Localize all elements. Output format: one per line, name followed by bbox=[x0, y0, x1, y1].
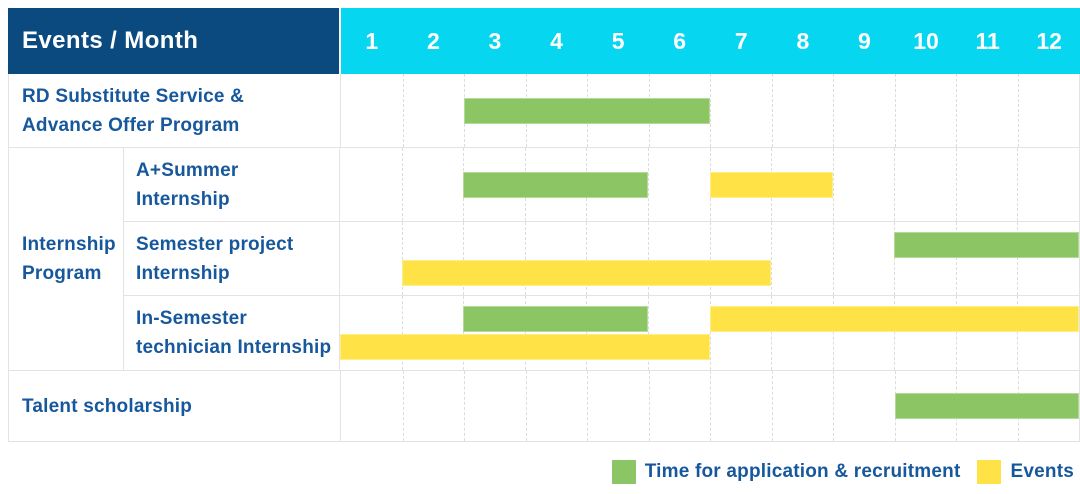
column-gridline bbox=[401, 296, 403, 370]
column-gridline bbox=[956, 74, 957, 147]
application-bar bbox=[894, 232, 1079, 258]
month-header-cell: 5 bbox=[611, 27, 625, 54]
column-gridline bbox=[710, 371, 711, 441]
column-gridline bbox=[647, 148, 649, 221]
header-divider bbox=[339, 8, 341, 74]
column-gridline bbox=[894, 222, 896, 295]
column-gridline bbox=[587, 371, 588, 441]
column-gridline bbox=[524, 296, 526, 370]
column-gridline bbox=[648, 371, 650, 441]
column-gridline bbox=[524, 222, 526, 295]
column-gridline bbox=[402, 371, 404, 441]
table-header-row: Events / Month 1 2 3 4 5 6 7 8 9 10 11 12 bbox=[8, 8, 1080, 74]
month-header-cell: 7 bbox=[734, 27, 748, 54]
column-gridline bbox=[894, 74, 896, 147]
table-body: RD Substitute Service & Advance Offer Pr… bbox=[8, 74, 1080, 442]
column-gridline bbox=[771, 222, 773, 295]
row-label-a-plus-summer: A+Summer Internship bbox=[124, 148, 340, 221]
table-row: Semester project Internship bbox=[124, 222, 1079, 296]
column-gridline bbox=[709, 296, 711, 370]
month-header-cell: 10 bbox=[913, 27, 939, 54]
column-gridline bbox=[832, 222, 834, 295]
month-header-cell: 6 bbox=[673, 27, 687, 54]
application-bar bbox=[894, 393, 1079, 419]
column-gridline bbox=[955, 148, 957, 221]
group-label-internship-program: Internship Program bbox=[9, 148, 124, 370]
chart-row-rd-substitute bbox=[341, 74, 1079, 147]
column-gridline bbox=[647, 296, 649, 370]
internship-program-group: Internship Program A+Summer Internship S… bbox=[9, 148, 1079, 371]
column-gridline bbox=[401, 222, 403, 295]
event-bar bbox=[709, 171, 833, 198]
column-gridline bbox=[525, 371, 527, 441]
month-header-cell: 12 bbox=[1036, 27, 1062, 54]
legend: Time for application & recruitment Event… bbox=[611, 460, 1074, 484]
month-header-cell: 9 bbox=[858, 27, 871, 54]
column-gridline bbox=[1017, 148, 1019, 221]
column-gridline bbox=[1017, 222, 1019, 295]
row-label-talent-scholarship: Talent scholarship bbox=[9, 371, 341, 441]
column-gridline bbox=[401, 148, 403, 221]
column-gridline bbox=[955, 222, 957, 295]
column-gridline bbox=[832, 148, 834, 221]
table-row: A+Summer Internship bbox=[124, 148, 1079, 222]
column-gridline bbox=[894, 148, 896, 221]
legend-item-event: Events bbox=[977, 460, 1074, 484]
table-row: Talent scholarship bbox=[9, 371, 1079, 441]
column-gridline bbox=[771, 74, 773, 147]
legend-label-event: Events bbox=[1010, 461, 1074, 482]
row-label-in-semester-technician: In-Semester technician Internship bbox=[124, 296, 340, 370]
month-header-row: 1 2 3 4 5 6 7 8 9 10 11 12 bbox=[341, 8, 1080, 74]
column-gridline bbox=[463, 296, 465, 370]
application-bar bbox=[463, 171, 648, 198]
column-gridline bbox=[710, 74, 711, 147]
legend-item-application: Time for application & recruitment bbox=[611, 460, 961, 484]
event-color-swatch bbox=[977, 460, 1002, 484]
chart-row-talent-scholarship bbox=[341, 371, 1079, 441]
column-gridline bbox=[771, 371, 773, 441]
chart-row-semester-project bbox=[340, 222, 1079, 295]
group-sub-rows: A+Summer Internship Semester project Int… bbox=[124, 148, 1079, 370]
column-gridline bbox=[833, 371, 834, 441]
chart-row-a-plus-summer bbox=[340, 148, 1079, 221]
month-header-cell: 1 bbox=[365, 27, 379, 54]
application-bar bbox=[464, 97, 710, 124]
gantt-table: Events / Month 1 2 3 4 5 6 7 8 9 10 11 12 RD Substi… bbox=[8, 8, 1080, 442]
column-gridline bbox=[833, 74, 834, 147]
month-header-cell: 3 bbox=[488, 27, 502, 54]
application-bar bbox=[463, 306, 648, 332]
month-header-cell: 2 bbox=[426, 27, 440, 54]
row-label-rd-substitute: RD Substitute Service & Advance Offer Pr… bbox=[9, 74, 341, 147]
column-gridline bbox=[464, 371, 465, 441]
table-row: RD Substitute Service & Advance Offer Pr… bbox=[9, 74, 1079, 148]
chart-row-in-semester-technician bbox=[340, 296, 1079, 370]
column-gridline bbox=[832, 296, 834, 370]
column-gridline bbox=[894, 296, 896, 370]
month-header-cell: 4 bbox=[550, 27, 563, 54]
column-gridline bbox=[709, 222, 711, 295]
legend-label-application: Time for application & recruitment bbox=[644, 461, 961, 482]
corner-header-cell: Events / Month bbox=[8, 8, 339, 74]
event-bar bbox=[709, 306, 1079, 332]
column-gridline bbox=[1017, 74, 1019, 147]
column-gridline bbox=[463, 222, 465, 295]
event-bar bbox=[401, 260, 772, 286]
column-gridline bbox=[586, 222, 588, 295]
column-gridline bbox=[647, 222, 649, 295]
column-gridline bbox=[1017, 296, 1019, 370]
corner-header-label: Events / Month bbox=[22, 27, 199, 54]
event-bar bbox=[340, 334, 710, 360]
month-header-cell: 11 bbox=[975, 27, 1000, 54]
row-label-semester-project: Semester project Internship bbox=[124, 222, 340, 295]
application-color-swatch bbox=[611, 460, 636, 484]
table-row: In-Semester technician Internship bbox=[124, 296, 1079, 370]
column-gridline bbox=[586, 296, 588, 370]
column-gridline bbox=[771, 296, 773, 370]
column-gridline bbox=[402, 74, 404, 147]
month-header-cell: 8 bbox=[796, 27, 810, 54]
column-gridline bbox=[955, 296, 957, 370]
